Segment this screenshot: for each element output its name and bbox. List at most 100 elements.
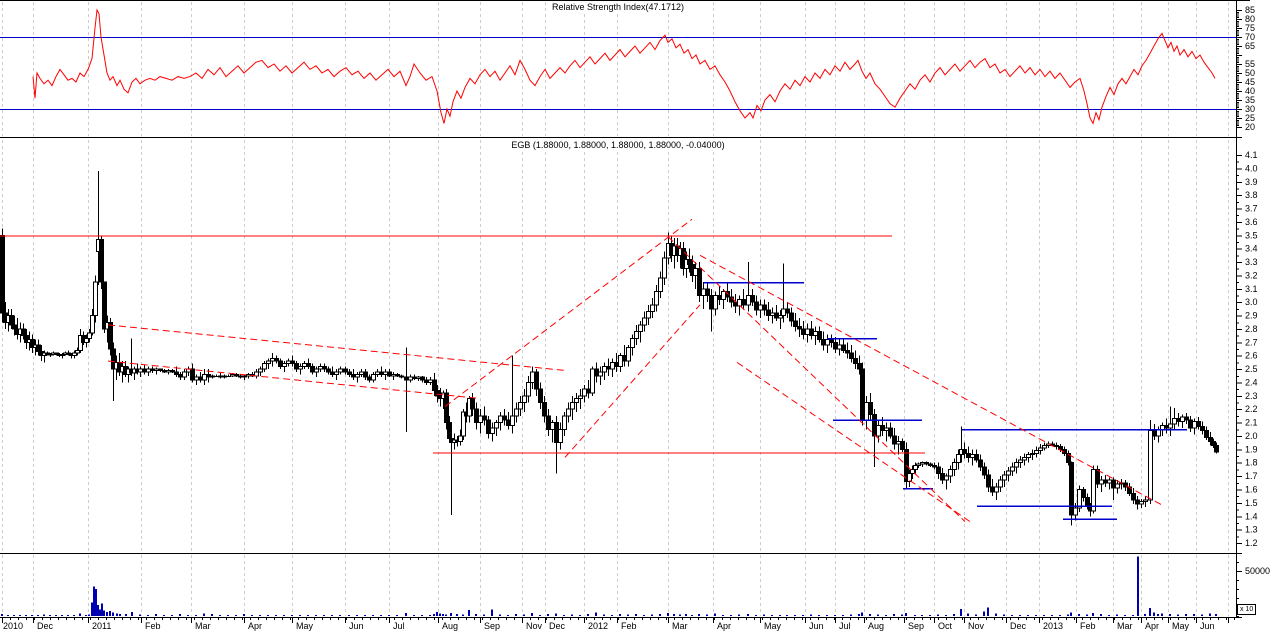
volume-bar [995, 613, 997, 616]
volume-bar [243, 614, 245, 616]
date-axis: 2010 Dec 2011 Feb Mar Apr May Jun Jul Aug Sep Nov De… [2, 618, 1235, 631]
candle [286, 360, 291, 365]
volume-bar [364, 615, 366, 616]
support-segments[interactable] [704, 281, 1187, 521]
candle [825, 339, 830, 346]
candle [566, 408, 571, 417]
volume-bar [171, 615, 173, 616]
volume-bar [1019, 615, 1021, 616]
price-tick-label: 2.8 [1245, 324, 1258, 334]
candle [174, 371, 179, 375]
rsi-line [32, 8, 1216, 125]
trendline[interactable] [564, 304, 701, 458]
candle [435, 389, 440, 397]
candle [924, 462, 929, 465]
trendline[interactable] [667, 236, 966, 522]
candle [1014, 462, 1019, 468]
candle [379, 371, 384, 375]
candle [182, 371, 187, 378]
volume-bar [826, 614, 828, 616]
candle [750, 294, 755, 303]
volume-bar [571, 614, 573, 616]
candle [330, 371, 335, 375]
candle [857, 363, 862, 370]
price-tick-label: 3.9 [1245, 177, 1258, 187]
trendline[interactable] [444, 218, 693, 407]
volume-bar [85, 614, 87, 616]
month-label: Aug [868, 621, 884, 631]
volume-bar [405, 612, 407, 616]
price-tick-label: 2.4 [1245, 377, 1258, 387]
month-label: Apr [248, 621, 262, 631]
volume-bar [929, 615, 931, 616]
candle [270, 357, 275, 362]
volume-bar [283, 615, 285, 616]
volume-bar [436, 611, 438, 616]
candle [99, 238, 104, 283]
candle [1184, 416, 1189, 421]
candle [681, 248, 686, 270]
month-label: Apr [1145, 621, 1159, 631]
candle [36, 344, 41, 353]
candle [785, 308, 790, 314]
resistance-lines[interactable] [0, 235, 925, 454]
volume-bar [1011, 615, 1013, 616]
rsi-band-lines[interactable] [0, 37, 1236, 110]
volume-bar [755, 615, 757, 616]
volume-bar [462, 614, 464, 616]
volume-bar [937, 614, 939, 616]
volume-bar [429, 615, 431, 616]
volume-bar [155, 614, 157, 616]
price-tick-label: 3.0 [1245, 297, 1258, 307]
candle [1208, 436, 1213, 442]
volume-bar [433, 614, 435, 616]
trendlines[interactable] [107, 218, 1164, 524]
candle [762, 304, 767, 311]
candle [474, 408, 479, 424]
volume-bar [722, 615, 724, 616]
candle [108, 321, 113, 350]
volume-bar [1201, 614, 1203, 616]
volume-bar [67, 615, 69, 616]
volume-bar [1051, 615, 1053, 616]
volume-bar [1144, 614, 1146, 616]
candle [1030, 452, 1035, 456]
candle [774, 312, 779, 319]
candle [1010, 466, 1015, 472]
candle [318, 365, 323, 370]
volume-multiplier-badge: x 10 [1237, 604, 1257, 615]
candle [1143, 499, 1148, 503]
candle [910, 468, 915, 474]
trendline[interactable] [736, 361, 973, 524]
volume-bars [1, 556, 1217, 616]
volume-bar [499, 614, 501, 616]
candle [701, 288, 706, 296]
candle [888, 427, 893, 437]
volume-bar [563, 615, 565, 616]
trendline[interactable] [107, 360, 481, 400]
candle [966, 452, 971, 458]
candle [907, 472, 912, 482]
volume-bar [818, 615, 820, 616]
month-label: May [296, 621, 314, 631]
price-tick-label: 3.8 [1245, 190, 1258, 200]
candle [1123, 482, 1128, 488]
candle [432, 379, 437, 391]
candle [498, 415, 503, 424]
candle [900, 440, 905, 450]
volume-bar [413, 615, 415, 616]
trendline[interactable] [107, 324, 566, 371]
volume-bar [195, 615, 197, 616]
candle [770, 312, 775, 317]
volume-bar [619, 613, 621, 616]
volume-bar [531, 612, 533, 616]
rsi-tick-label: 50 [1245, 68, 1255, 78]
candle [290, 360, 295, 365]
candle [514, 408, 519, 417]
candle [1196, 420, 1201, 428]
volume-bar [1078, 613, 1080, 616]
volume-bar [794, 615, 796, 616]
volume-bar [555, 613, 557, 616]
candle [837, 344, 842, 350]
candle [102, 281, 107, 330]
